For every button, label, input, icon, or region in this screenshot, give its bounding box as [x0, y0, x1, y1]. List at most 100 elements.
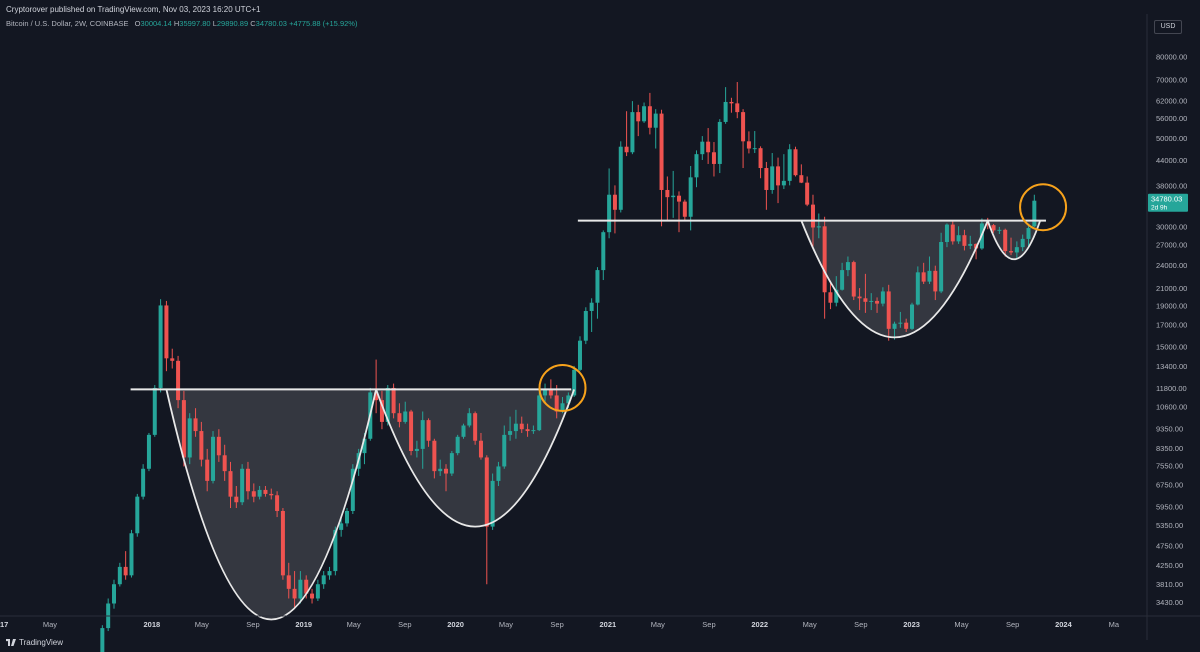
candle-body [910, 304, 915, 329]
candle-body [298, 579, 303, 599]
open-value: 30004.14 [140, 19, 172, 28]
candle [863, 273, 868, 313]
x-tick-label: Sep [398, 620, 411, 629]
symbol-line: Bitcoin / U.S. Dollar, 2W, COINBASE O300… [6, 19, 357, 28]
candle-body [146, 434, 151, 469]
candle [886, 284, 891, 341]
footer-brand: TradingView [6, 638, 63, 647]
candle-body [624, 146, 629, 153]
open-label: O [134, 19, 141, 28]
candle [496, 461, 501, 486]
candle [682, 199, 687, 221]
price-badge-bg [1148, 193, 1188, 212]
candle [927, 256, 932, 285]
circle_1 [538, 363, 587, 412]
candle-body [251, 491, 256, 497]
candle [991, 224, 996, 233]
candle-body [216, 436, 221, 456]
tradingview-logo-icon [6, 639, 16, 646]
candle [449, 450, 454, 476]
cup_4-outline [986, 220, 1042, 261]
candle [397, 403, 402, 428]
candle [939, 232, 944, 294]
candle-body [1014, 247, 1019, 253]
y-tick-label: 24000.00 [1156, 261, 1187, 270]
change-value: +4775.88 (+15.92%) [289, 19, 358, 28]
y-tick-label: 44000.00 [1156, 156, 1187, 165]
candle [746, 131, 751, 154]
candle [665, 176, 670, 221]
currency-button[interactable]: USD [1154, 20, 1182, 34]
cup_3-outline [800, 220, 989, 339]
candle [117, 562, 122, 587]
circle_2 [1019, 183, 1068, 232]
x-tick-label: 2020 [447, 620, 464, 629]
candle-body [875, 300, 880, 304]
candle [508, 416, 513, 441]
candle [187, 413, 192, 465]
candle-body [513, 423, 518, 432]
candle-body [956, 235, 961, 242]
close-value: 34780.03 [255, 19, 287, 28]
candle-body [589, 302, 594, 311]
y-tick-label: 21000.00 [1156, 284, 1187, 293]
candle [292, 571, 297, 609]
candle-body [729, 101, 734, 104]
candle-body [933, 270, 938, 292]
candle-body [886, 291, 891, 329]
y-tick-label: 62000.00 [1156, 97, 1187, 106]
candle [123, 551, 128, 580]
x-tick-label: Sep [702, 620, 715, 629]
candle-body [455, 436, 460, 454]
candle [845, 256, 850, 277]
candle-body [857, 296, 862, 299]
candle [234, 485, 239, 509]
candle [245, 461, 250, 500]
candle [502, 425, 507, 469]
candle [205, 448, 210, 492]
candle-body [700, 141, 705, 155]
candle-body [385, 387, 390, 422]
candle-body [344, 510, 349, 524]
candle [216, 429, 221, 462]
candle-body [904, 322, 909, 329]
candle [170, 348, 175, 369]
candle [805, 176, 810, 207]
candle [146, 432, 151, 472]
x-tick-label: 2024 [1055, 620, 1073, 629]
candle-body [781, 180, 786, 186]
axes-layer: 80000.00 70000.00 62000.00 56000.00 50000.00… [0, 14, 1200, 640]
y-tick-label: 19000.00 [1156, 301, 1187, 310]
candle-body [758, 148, 763, 169]
symbol-name[interactable]: Bitcoin / U.S. Dollar, 2W, COINBASE [6, 19, 129, 28]
candle-body [222, 455, 227, 472]
candle-body [723, 101, 728, 122]
y-tick-label: 80000.00 [1156, 52, 1187, 61]
candle-body [939, 242, 944, 292]
candle-body [438, 468, 443, 472]
candle [944, 223, 949, 248]
candle-body [420, 420, 425, 449]
candle-body [502, 434, 507, 467]
candle-body [880, 291, 885, 304]
candle [799, 164, 804, 184]
candle-body [391, 387, 396, 414]
candle-body [554, 395, 559, 412]
candle-body [863, 298, 868, 302]
candle-body [473, 413, 478, 441]
candle-body [950, 224, 955, 242]
candle-body [362, 438, 367, 454]
candle-body [414, 448, 419, 451]
candle [694, 150, 699, 188]
y-tick-label: 4250.00 [1156, 561, 1183, 570]
x-tick-label: May [347, 620, 361, 629]
x-tick-label: May [651, 620, 665, 629]
candle-body [187, 418, 192, 458]
candle [880, 287, 885, 307]
candle-body [403, 411, 408, 422]
candle-body [432, 440, 437, 472]
candle [426, 418, 431, 447]
candle [1026, 226, 1031, 248]
